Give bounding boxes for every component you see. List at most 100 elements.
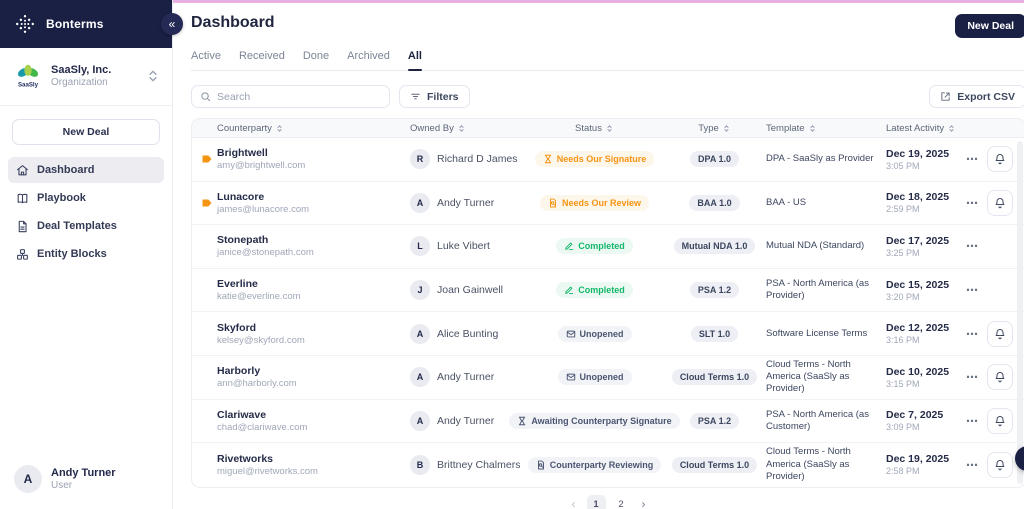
pagination: ‹ 1 2 ›: [191, 494, 1024, 509]
actions-cell: ⋯: [964, 277, 1024, 303]
sidebar-header: Bonterms «: [0, 0, 183, 48]
bell-button[interactable]: [987, 407, 1013, 434]
sort-icon[interactable]: [457, 124, 466, 133]
column-header-latest-activity[interactable]: Latest Activity: [884, 123, 964, 134]
bell-button[interactable]: [987, 320, 1013, 347]
column-header-template[interactable]: Template: [762, 123, 884, 134]
table-row[interactable]: Clariwave chad@clariwave.com A Andy Turn…: [192, 400, 1024, 444]
deals-table: Counterparty Owned By Status Type Templa…: [191, 118, 1024, 488]
row-menu-button[interactable]: ⋯: [966, 195, 979, 210]
counterparty-name: Clariwave: [217, 408, 267, 421]
counterparty-cell: Skyford kelsey@skyford.com: [192, 322, 397, 346]
sidebar-item-label: Playbook: [37, 192, 86, 204]
next-page-button[interactable]: ›: [637, 495, 651, 509]
type-cell: PSA 1.2: [667, 412, 762, 429]
page-2-button[interactable]: 2: [612, 495, 631, 509]
envelope-icon: [566, 372, 576, 382]
sidebar-item-label: Entity Blocks: [37, 248, 107, 260]
sidebar-collapse-button[interactable]: «: [161, 13, 183, 35]
owner-name: Joan Gainwell: [437, 284, 503, 297]
template-cell: Software License Terms: [766, 327, 868, 339]
sort-icon[interactable]: [275, 124, 284, 133]
sidebar-item-playbook[interactable]: Playbook: [8, 185, 164, 211]
counterparty-cell: Harborly ann@harborly.com: [192, 365, 397, 389]
row-menu-button[interactable]: ⋯: [966, 283, 979, 298]
tab-active[interactable]: Active: [191, 50, 221, 62]
org-selector[interactable]: SaaSly SaaSly, Inc. Organization: [0, 48, 172, 106]
sidebar-item-entity-blocks[interactable]: Entity Blocks: [8, 241, 164, 267]
top-accent-bar: [173, 0, 1024, 3]
row-menu-button[interactable]: ⋯: [966, 457, 979, 472]
latest-activity-cell: Dec 10, 2025 3:15 PM: [884, 366, 964, 389]
row-menu-button[interactable]: ⋯: [966, 152, 979, 167]
sort-icon[interactable]: [947, 124, 956, 133]
previous-page-button[interactable]: ‹: [567, 495, 581, 509]
type-cell: Cloud Terms 1.0: [667, 369, 762, 386]
status-cell: Needs Our Signature: [522, 151, 667, 168]
new-deal-button[interactable]: New Deal: [955, 14, 1024, 38]
counterparty-cell: Rivetworks miguel@rivetworks.com: [192, 453, 397, 477]
table-row[interactable]: Everline katie@everline.com J Joan Gainw…: [192, 269, 1024, 313]
tab-archived[interactable]: Archived: [347, 50, 390, 62]
tab-received[interactable]: Received: [238, 50, 285, 62]
document-search-icon: [536, 460, 546, 470]
filter-icon: [410, 91, 421, 102]
saasly-logo-icon: SaaSly: [14, 62, 42, 90]
table-row[interactable]: Harborly ann@harborly.com A Andy Turner …: [192, 356, 1024, 400]
search-box[interactable]: [191, 85, 390, 108]
table-row[interactable]: Brightwell amy@brightwell.com R Richard …: [192, 138, 1024, 182]
counterparty-name: Rivetworks: [217, 452, 274, 465]
row-menu-button[interactable]: ⋯: [966, 239, 979, 254]
flag-icon: [201, 197, 213, 209]
bell-button[interactable]: [987, 146, 1013, 173]
activity-date: Dec 10, 2025: [886, 365, 950, 378]
pen-icon: [564, 285, 574, 295]
sidebar-item-dashboard[interactable]: Dashboard: [8, 157, 164, 183]
user-role: User: [51, 480, 73, 491]
activity-date: Dec 15, 2025: [886, 278, 950, 291]
sort-icon[interactable]: [605, 124, 614, 133]
activity-date: Dec 7, 2025: [886, 409, 944, 422]
search-input[interactable]: [217, 90, 381, 103]
sidebar-nav: Dashboard Playbook Deal Templates: [0, 155, 172, 269]
counterparty-email: amy@brightwell.com: [217, 160, 306, 172]
bell-button[interactable]: [987, 364, 1013, 391]
column-header-owned-by[interactable]: Owned By: [397, 123, 522, 134]
export-csv-button[interactable]: Export CSV: [929, 85, 1024, 108]
sidebar-new-deal-button[interactable]: New Deal: [12, 119, 160, 145]
owner-name: Andy Turner: [437, 196, 495, 209]
type-badge: DPA 1.0: [689, 151, 739, 168]
column-header-status[interactable]: Status: [522, 123, 667, 134]
column-header-counterparty[interactable]: Counterparty: [192, 123, 397, 134]
owner-cell: J Joan Gainwell: [397, 280, 522, 301]
actions-cell: ⋯: [964, 364, 1024, 391]
table-row[interactable]: Lunacore james@lunacore.com A Andy Turne…: [192, 182, 1024, 226]
owner-avatar: J: [410, 280, 430, 301]
activity-date: Dec 19, 2025: [886, 147, 950, 160]
filters-button[interactable]: Filters: [399, 85, 470, 108]
column-header-type[interactable]: Type: [667, 123, 762, 134]
user-menu[interactable]: A Andy Turner User: [0, 453, 172, 509]
help-button[interactable]: ?: [1015, 446, 1024, 471]
counterparty-name: Lunacore: [217, 190, 265, 203]
bell-button[interactable]: [987, 451, 1013, 478]
sort-icon[interactable]: [722, 124, 731, 133]
owner-cell: A Andy Turner: [397, 367, 522, 388]
row-menu-button[interactable]: ⋯: [966, 370, 979, 385]
table-row[interactable]: Stonepath janice@stonepath.com L Luke Vi…: [192, 225, 1024, 269]
bell-button[interactable]: [987, 189, 1013, 216]
table-row[interactable]: Rivetworks miguel@rivetworks.com B Britt…: [192, 443, 1024, 487]
page-1-button[interactable]: 1: [586, 494, 606, 509]
row-menu-button[interactable]: ⋯: [966, 326, 979, 341]
sidebar-item-deal-templates[interactable]: Deal Templates: [8, 213, 164, 239]
counterparty-name: Stonepath: [217, 234, 269, 247]
row-menu-button[interactable]: ⋯: [966, 413, 979, 428]
counterparty-name: Everline: [217, 278, 258, 291]
counterparty-cell: Stonepath janice@stonepath.com: [192, 234, 397, 258]
tab-all[interactable]: All: [407, 50, 423, 71]
table-scrollbar[interactable]: [1017, 141, 1023, 484]
type-badge: PSA 1.2: [689, 282, 740, 299]
table-row[interactable]: Skyford kelsey@skyford.com A Alice Bunti…: [192, 312, 1024, 356]
sort-icon[interactable]: [808, 124, 817, 133]
tab-done[interactable]: Done: [302, 50, 330, 62]
